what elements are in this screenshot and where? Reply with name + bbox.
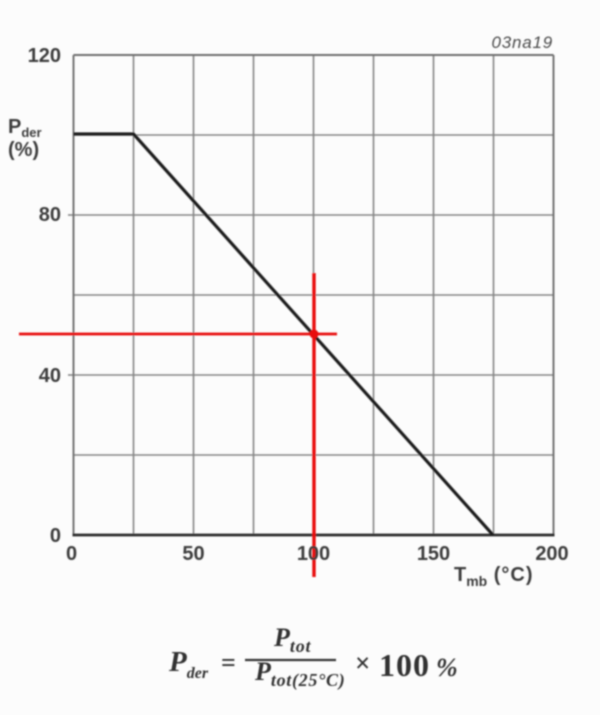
svg-text:40: 40 bbox=[39, 365, 61, 387]
svg-text:100: 100 bbox=[379, 647, 430, 683]
svg-text:0: 0 bbox=[66, 543, 77, 565]
svg-text:100: 100 bbox=[297, 543, 330, 565]
svg-text:150: 150 bbox=[417, 543, 450, 565]
svg-text:=: = bbox=[221, 648, 236, 677]
svg-text:(%): (%) bbox=[8, 139, 39, 161]
svg-text:%: % bbox=[436, 653, 458, 682]
svg-text:Tmb (°C): Tmb (°C) bbox=[454, 564, 534, 589]
svg-text:0: 0 bbox=[50, 525, 61, 547]
svg-text:80: 80 bbox=[39, 204, 61, 226]
svg-text:50: 50 bbox=[182, 543, 204, 565]
svg-text:×: × bbox=[355, 648, 370, 678]
svg-text:03na19: 03na19 bbox=[491, 33, 553, 52]
svg-text:200: 200 bbox=[535, 543, 568, 565]
svg-text:120: 120 bbox=[28, 45, 61, 67]
